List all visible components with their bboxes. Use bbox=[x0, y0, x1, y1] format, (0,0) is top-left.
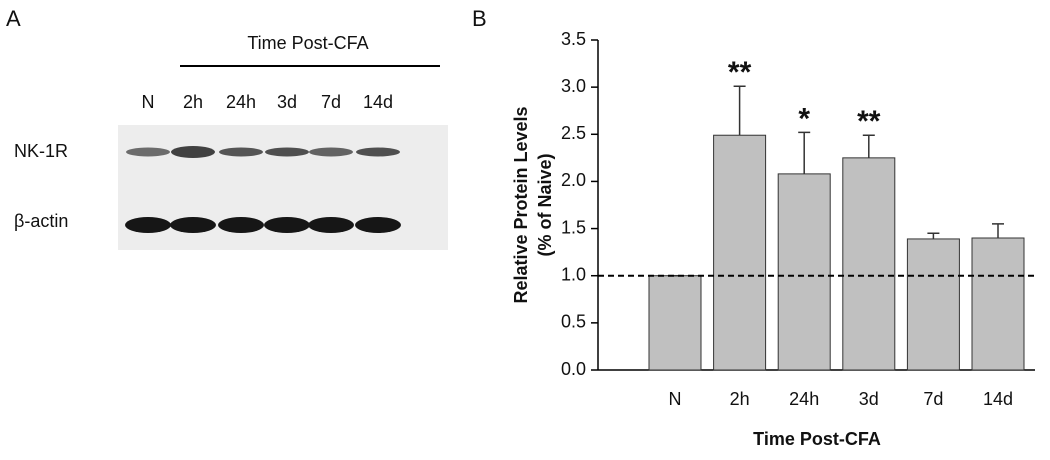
y-tick-label: 1.0 bbox=[561, 264, 586, 284]
bar bbox=[842, 157, 896, 371]
x-tick-label: 7d bbox=[923, 389, 943, 409]
y-tick-label: 1.5 bbox=[561, 217, 586, 237]
error-bar bbox=[992, 223, 1004, 238]
x-tick-label: N bbox=[669, 389, 682, 409]
lane-label: 7d bbox=[321, 92, 341, 112]
row-label: β-actin bbox=[14, 211, 68, 231]
y-tick-label: 0.0 bbox=[561, 359, 586, 379]
nk1r-band bbox=[356, 147, 400, 157]
actin-band bbox=[170, 217, 216, 233]
nk1r-band bbox=[265, 147, 309, 157]
lane-label: 14d bbox=[363, 92, 393, 112]
y-tick-label: 2.0 bbox=[561, 170, 586, 190]
lane-label: N bbox=[142, 92, 155, 112]
nk1r-band bbox=[171, 146, 215, 158]
bar bbox=[648, 275, 702, 371]
actin-band bbox=[264, 217, 310, 233]
panel-label: A bbox=[6, 6, 21, 31]
y-tick-label: 3.0 bbox=[561, 76, 586, 96]
nk1r-band bbox=[219, 147, 263, 157]
y-tick-label: 3.5 bbox=[561, 29, 586, 49]
x-tick-label: 24h bbox=[789, 389, 819, 409]
actin-band bbox=[125, 217, 171, 233]
y-tick-label: 2.5 bbox=[561, 123, 586, 143]
y-tick-label: 0.5 bbox=[561, 312, 586, 332]
error-bar bbox=[798, 131, 811, 174]
y-axis-label-line: (% of Naive) bbox=[535, 153, 555, 256]
lane-label: 3d bbox=[277, 92, 297, 112]
actin-band bbox=[308, 217, 354, 233]
x-tick-label: 3d bbox=[859, 389, 879, 409]
x-axis-label: Time Post-CFA bbox=[753, 429, 881, 449]
significance: * bbox=[798, 102, 810, 135]
nk1r-band bbox=[309, 147, 353, 157]
nk1r-band bbox=[126, 147, 170, 157]
blot-header: Time Post-CFA bbox=[247, 33, 368, 53]
actin-band bbox=[218, 217, 264, 233]
error-bar bbox=[927, 232, 940, 239]
error-bar bbox=[733, 85, 746, 136]
bar bbox=[971, 237, 1025, 371]
bar bbox=[777, 173, 831, 371]
significance: ** bbox=[728, 56, 752, 89]
lane-label: 24h bbox=[226, 92, 256, 112]
lane-label: 2h bbox=[183, 92, 203, 112]
bar bbox=[906, 238, 960, 371]
x-tick-label: 14d bbox=[983, 389, 1013, 409]
row-label: NK-1R bbox=[14, 141, 68, 161]
error-bar bbox=[862, 134, 875, 158]
bar bbox=[713, 134, 767, 371]
significance: ** bbox=[857, 105, 881, 138]
actin-band bbox=[355, 217, 401, 233]
y-axis-label: Relative Protein Levels (% of Naive) bbox=[511, 106, 555, 303]
x-tick-label: 2h bbox=[730, 389, 750, 409]
panel-label: B bbox=[472, 6, 487, 31]
y-axis-label-line: Relative Protein Levels bbox=[511, 106, 531, 303]
